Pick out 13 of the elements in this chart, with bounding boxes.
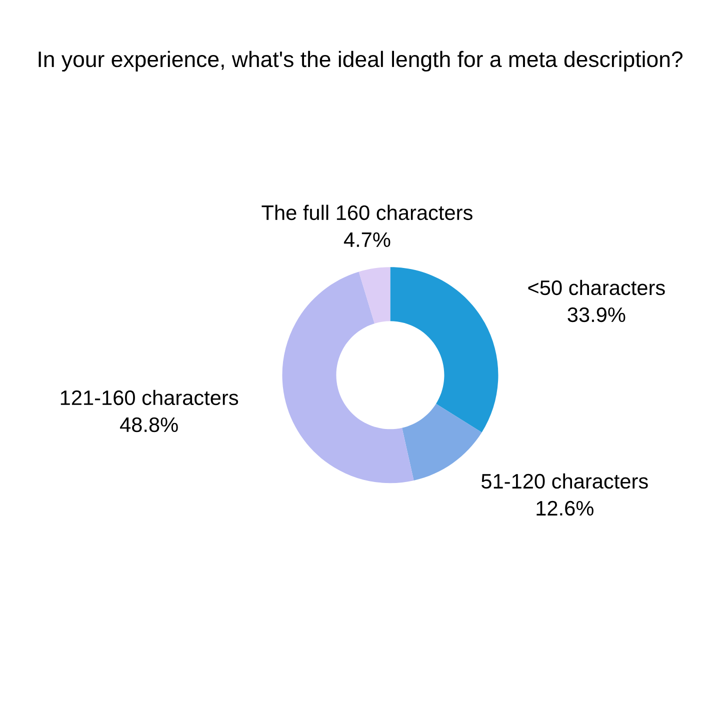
data-label: 4.7% — [344, 232, 390, 247]
chart-title: In your experience, what's the ideal length for a meta description? — [38, 50, 682, 72]
data-label: 48.8% — [120, 417, 178, 432]
slice-label: <50 characters — [528, 280, 665, 296]
donut-slice — [390, 267, 498, 432]
data-label: 33.9% — [568, 307, 626, 322]
slice-label: The full 160 characters — [262, 204, 472, 220]
donut-slice — [402, 404, 482, 481]
slice-label: 51-120 characters — [482, 473, 648, 489]
data-label: 12.6% — [536, 500, 594, 516]
donut-slice — [282, 272, 414, 484]
donut-slice — [358, 267, 390, 324]
slice-label: 121-160 characters — [60, 390, 238, 406]
